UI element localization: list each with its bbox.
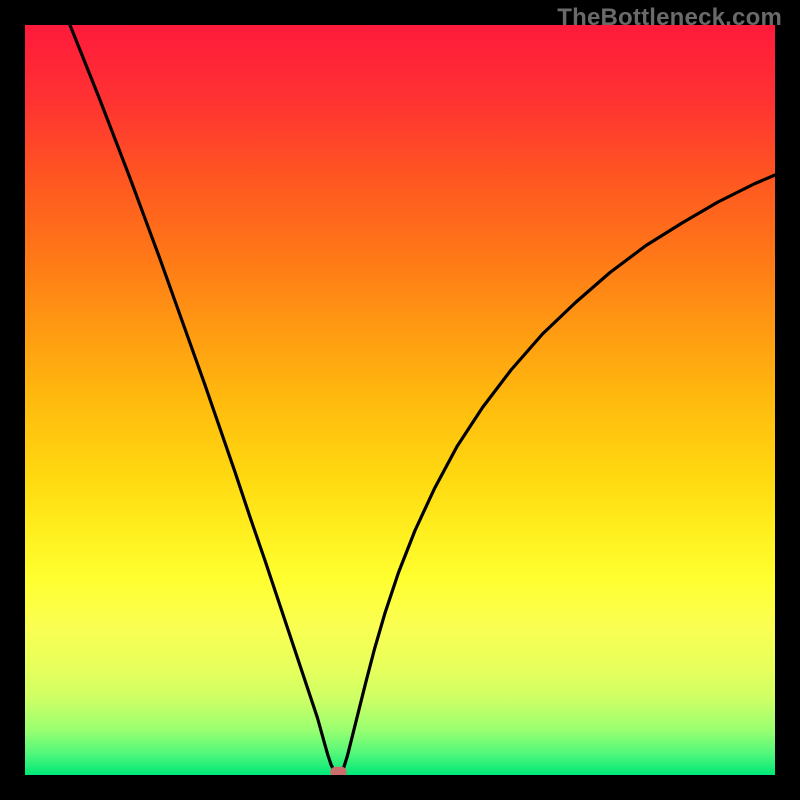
- chart-area: [25, 25, 775, 775]
- chart-background: [25, 25, 775, 775]
- minimum-marker: [330, 767, 347, 775]
- chart-frame: TheBottleneck.com: [0, 0, 800, 800]
- bottleneck-chart: [25, 25, 775, 775]
